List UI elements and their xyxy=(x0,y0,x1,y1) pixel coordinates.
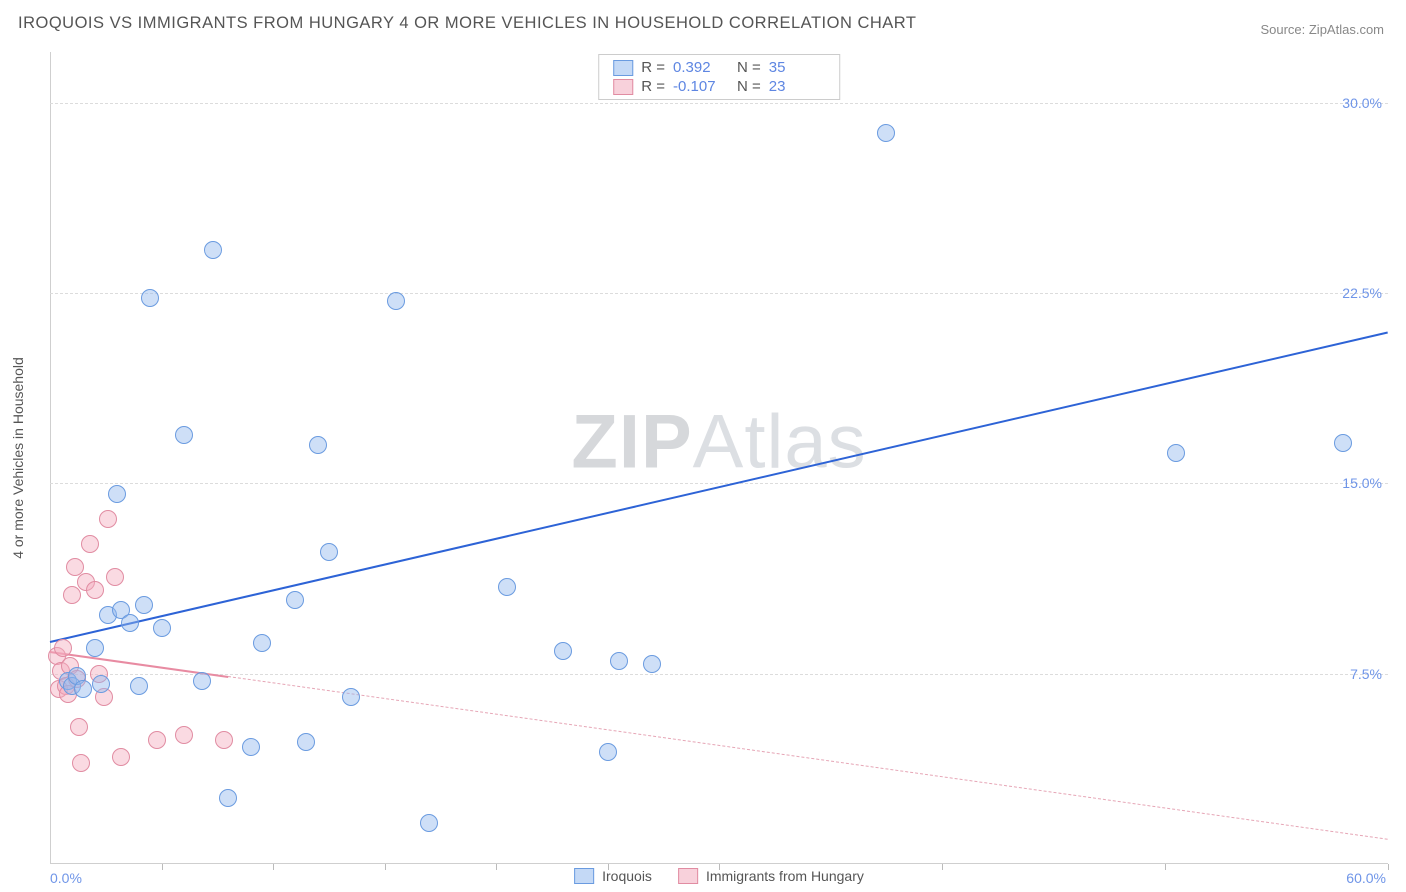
source-attribution: Source: ZipAtlas.com xyxy=(1260,22,1384,37)
scatter-plot: ZIPAtlas R =0.392N =35R =-0.107N =23 0.0… xyxy=(50,52,1388,864)
blue-point xyxy=(342,688,360,706)
legend-label: Immigrants from Hungary xyxy=(706,868,864,884)
r-value: 0.392 xyxy=(673,59,729,76)
legend-item: Immigrants from Hungary xyxy=(678,868,864,884)
blue-point xyxy=(193,672,211,690)
blue-point xyxy=(1167,444,1185,462)
gridline xyxy=(50,483,1388,484)
watermark-bold: ZIP xyxy=(571,399,692,484)
x-tick-mark xyxy=(1165,864,1166,870)
x-tick-mark xyxy=(385,864,386,870)
legend-swatch xyxy=(613,79,633,95)
blue-point xyxy=(610,652,628,670)
y-axis-label: 4 or more Vehicles in Household xyxy=(10,357,26,559)
r-label: R = xyxy=(641,59,665,76)
x-tick-mark xyxy=(719,864,720,870)
pink-point xyxy=(70,718,88,736)
legend-swatch xyxy=(678,868,698,884)
blue-point xyxy=(141,289,159,307)
y-axis-line xyxy=(50,52,51,864)
y-tick-label: 15.0% xyxy=(1342,475,1382,491)
pink-point xyxy=(215,731,233,749)
n-label: N = xyxy=(737,78,761,95)
r-value: -0.107 xyxy=(673,78,729,95)
pink-point xyxy=(72,754,90,772)
legend-label: Iroquois xyxy=(602,868,652,884)
correlation-legend: R = 0.392 N = 35 R = -0.107 N = 23 xyxy=(598,54,840,100)
watermark: ZIPAtlas xyxy=(571,398,866,485)
y-tick-label: 7.5% xyxy=(1350,666,1382,682)
pink-point xyxy=(86,581,104,599)
blue-point xyxy=(219,789,237,807)
pink-point xyxy=(81,535,99,553)
blue-point xyxy=(286,591,304,609)
legend-item: Iroquois xyxy=(574,868,652,884)
n-value: 35 xyxy=(769,59,825,76)
pink-point xyxy=(54,639,72,657)
blue-point xyxy=(297,733,315,751)
blue-point xyxy=(643,655,661,673)
gridline xyxy=(50,293,1388,294)
blue-point xyxy=(420,814,438,832)
blue-point xyxy=(320,543,338,561)
blue-point xyxy=(387,292,405,310)
blue-point xyxy=(309,436,327,454)
blue-point xyxy=(130,677,148,695)
x-tick-mark xyxy=(608,864,609,870)
blue-point xyxy=(1334,434,1352,452)
plot-area: 4 or more Vehicles in Household ZIPAtlas… xyxy=(50,52,1388,864)
x-tick-mark xyxy=(496,864,497,870)
n-value: 23 xyxy=(769,78,825,95)
blue-point xyxy=(74,680,92,698)
blue-point xyxy=(86,639,104,657)
blue-point xyxy=(242,738,260,756)
pink-trendline xyxy=(228,676,1388,840)
legend-swatch xyxy=(613,60,633,76)
legend-row: R = 0.392 N = 35 xyxy=(599,58,839,77)
pink-point xyxy=(175,726,193,744)
gridline xyxy=(50,103,1388,104)
pink-point xyxy=(148,731,166,749)
y-tick-label: 22.5% xyxy=(1342,285,1382,301)
blue-point xyxy=(153,619,171,637)
blue-point xyxy=(121,614,139,632)
blue-point xyxy=(135,596,153,614)
chart-title: IROQUOIS VS IMMIGRANTS FROM HUNGARY 4 OR… xyxy=(18,14,916,33)
blue-point xyxy=(92,675,110,693)
x-tick-mark xyxy=(273,864,274,870)
pink-point xyxy=(106,568,124,586)
pink-point xyxy=(99,510,117,528)
blue-point xyxy=(204,241,222,259)
blue-point xyxy=(108,485,126,503)
y-tick-label: 30.0% xyxy=(1342,95,1382,111)
blue-point xyxy=(175,426,193,444)
x-tick-mark xyxy=(1388,864,1389,870)
r-label: R = xyxy=(641,78,665,95)
x-tick-mark xyxy=(942,864,943,870)
n-label: N = xyxy=(737,59,761,76)
blue-point xyxy=(554,642,572,660)
x-tick-max: 60.0% xyxy=(1346,870,1386,886)
x-tick-min: 0.0% xyxy=(50,870,82,886)
legend-swatch xyxy=(574,868,594,884)
gridline xyxy=(50,674,1388,675)
blue-trendline xyxy=(50,331,1388,643)
blue-point xyxy=(599,743,617,761)
blue-point xyxy=(498,578,516,596)
series-legend: Iroquois Immigrants from Hungary xyxy=(574,868,864,884)
x-tick-mark xyxy=(162,864,163,870)
blue-point xyxy=(253,634,271,652)
legend-row: R = -0.107 N = 23 xyxy=(599,77,839,96)
pink-point xyxy=(112,748,130,766)
blue-point xyxy=(877,124,895,142)
